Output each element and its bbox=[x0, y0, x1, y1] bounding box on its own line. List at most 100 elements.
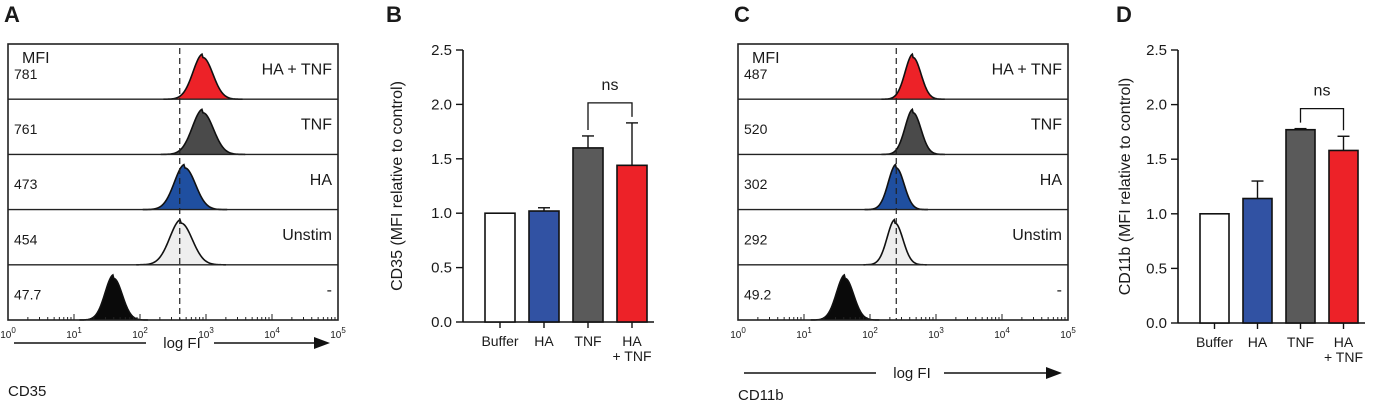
condition-label: - bbox=[327, 282, 332, 299]
mfi-header: MFI bbox=[22, 50, 50, 67]
condition-label: HA bbox=[1040, 172, 1063, 189]
x-tick-label: 103 bbox=[198, 326, 214, 341]
x-tick-label: 104 bbox=[264, 326, 280, 341]
y-tick-label: 0.0 bbox=[1146, 315, 1167, 332]
histogram-frame bbox=[7, 43, 339, 321]
histogram-outline-4 bbox=[810, 273, 880, 321]
x-category-label: TNF bbox=[574, 333, 601, 349]
bar-2 bbox=[1285, 128, 1316, 324]
bar-2 bbox=[572, 147, 604, 323]
mfi-value: 487 bbox=[744, 66, 768, 82]
mfi-value: 49.2 bbox=[744, 287, 771, 303]
histogram-outline-3 bbox=[863, 218, 927, 266]
y-tick-label: 1.0 bbox=[1146, 206, 1167, 223]
significance-label: ns bbox=[602, 77, 619, 94]
x-tick-label: 100 bbox=[0, 326, 16, 341]
panel-d: D 0.0 0.5 1.0 1.5 2.0 2.5 CD11b (MFI relative … bbox=[1116, 2, 1365, 365]
mfi-value: 520 bbox=[744, 121, 768, 137]
x-category-label: HA bbox=[1248, 334, 1268, 350]
condition-label: TNF bbox=[1031, 117, 1062, 134]
mfi-value: 761 bbox=[14, 121, 38, 137]
bar-0 bbox=[484, 212, 516, 323]
x-category-label: Buffer bbox=[1196, 334, 1233, 350]
condition-label: Unstim bbox=[1012, 227, 1062, 244]
y-tick-label: 2.5 bbox=[1146, 42, 1167, 59]
histogram-fill-2 bbox=[864, 164, 928, 210]
x-tick-label: 102 bbox=[862, 326, 878, 341]
x-tick-label: 103 bbox=[928, 326, 944, 341]
panel-letter-c: C bbox=[734, 2, 750, 27]
panel-letter-d: D bbox=[1116, 2, 1132, 27]
y-tick-label: 2.0 bbox=[1146, 97, 1167, 114]
histogram-fill-1 bbox=[160, 109, 246, 155]
x-category-label: + TNF bbox=[612, 348, 651, 364]
histogram-outline-1 bbox=[881, 107, 945, 156]
panel-b: B 0.0 0.5 1.0 1.5 2.0 2.5 CD35 (MFI relative t… bbox=[386, 2, 654, 364]
x-axis-title: log FI bbox=[163, 335, 201, 352]
x-tick-label: 101 bbox=[796, 326, 812, 341]
x-tick-label: 102 bbox=[132, 326, 148, 341]
y-tick-label: 0.5 bbox=[1146, 260, 1167, 277]
histogram-outline-2 bbox=[864, 163, 928, 211]
histogram-outline-3 bbox=[136, 218, 227, 266]
mfi-value: 292 bbox=[744, 231, 768, 247]
x-tick-label: 101 bbox=[66, 326, 82, 341]
significance-label: ns bbox=[1314, 83, 1331, 100]
condition-label: HA + TNF bbox=[992, 61, 1063, 78]
mfi-value: 781 bbox=[14, 66, 38, 82]
panel-a: A 781 HA + TNF 761 TNF 473 HA 454 Unstim 47.7 - MF… bbox=[0, 2, 346, 400]
histogram-fill-0 bbox=[163, 54, 243, 100]
mfi-value: 302 bbox=[744, 176, 768, 192]
panel-letter-a: A bbox=[4, 2, 20, 27]
condition-label: HA bbox=[310, 172, 333, 189]
x-category-label: HA bbox=[622, 333, 642, 349]
x-category-label: HA bbox=[534, 333, 554, 349]
histogram-fill-2 bbox=[142, 164, 228, 210]
x-category-label: + TNF bbox=[1324, 349, 1363, 365]
y-tick-label: 2.5 bbox=[431, 42, 452, 59]
x-tick-label: 105 bbox=[1060, 326, 1076, 341]
histogram-fill-3 bbox=[136, 219, 227, 265]
condition-label: - bbox=[1057, 282, 1062, 299]
histogram-outline-0 bbox=[163, 52, 243, 100]
y-tick-label: 0.0 bbox=[431, 314, 452, 331]
histogram-outline-2 bbox=[142, 163, 228, 211]
x-category-label: HA bbox=[1334, 334, 1354, 350]
x-tick-label: 104 bbox=[994, 326, 1010, 341]
marker-label: CD11b bbox=[738, 387, 784, 404]
histogram-frame bbox=[737, 43, 1069, 321]
bar-1 bbox=[1242, 197, 1273, 324]
significance-bracket bbox=[1299, 107, 1345, 131]
mfi-header: MFI bbox=[752, 50, 780, 67]
mfi-value: 473 bbox=[14, 176, 38, 192]
condition-label: HA + TNF bbox=[262, 61, 333, 78]
bar-1 bbox=[528, 210, 560, 323]
histogram-fill-3 bbox=[863, 219, 927, 265]
x-category-label: Buffer bbox=[481, 333, 518, 349]
marker-label: CD35 bbox=[8, 383, 46, 400]
bar-3 bbox=[1328, 149, 1359, 324]
panel-letter-b: B bbox=[386, 2, 402, 27]
bar-0 bbox=[1199, 213, 1230, 324]
y-tick-label: 0.5 bbox=[431, 260, 452, 277]
histogram-fill-4 bbox=[810, 274, 880, 320]
significance-bracket bbox=[587, 102, 633, 130]
mfi-value: 454 bbox=[14, 231, 38, 247]
x-tick-label: 105 bbox=[330, 326, 346, 341]
y-tick-label: 1.0 bbox=[431, 205, 452, 222]
mfi-value: 47.7 bbox=[14, 287, 41, 303]
axis-arrowhead bbox=[314, 337, 330, 349]
x-axis-title: log FI bbox=[893, 365, 931, 382]
y-axis-title: CD11b (MFI relative to control) bbox=[1117, 78, 1134, 296]
histogram-fill-4 bbox=[79, 274, 149, 320]
x-tick-label: 100 bbox=[730, 326, 746, 341]
histogram-outline-1 bbox=[160, 108, 246, 156]
y-tick-label: 1.5 bbox=[431, 151, 452, 168]
histogram-outline-0 bbox=[881, 52, 945, 100]
x-category-label: TNF bbox=[1287, 334, 1314, 350]
axis-arrowhead bbox=[1046, 367, 1062, 379]
y-axis-title: CD35 (MFI relative to control) bbox=[389, 81, 406, 291]
histogram-fill-0 bbox=[881, 54, 945, 100]
histogram-fill-1 bbox=[881, 109, 945, 155]
